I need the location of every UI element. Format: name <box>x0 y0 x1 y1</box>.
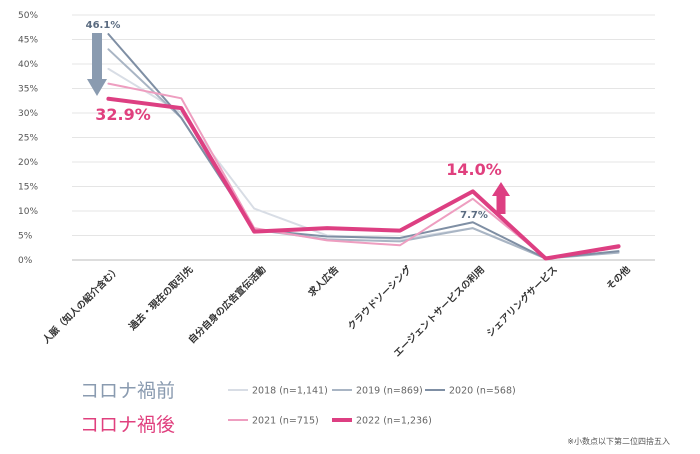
grid-lines <box>72 14 655 261</box>
trend-arrows <box>87 33 510 214</box>
x-category-label: 過去・現在の取引先 <box>126 263 196 333</box>
annotation-2022-first: 32.9% <box>95 105 151 124</box>
footnote: ※小数点以下第二位四捨五入 <box>567 436 670 446</box>
legend-label: 2021 (n=715) <box>252 416 319 427</box>
arrow-down-icon <box>87 79 107 96</box>
y-tick-label: 30% <box>18 109 38 119</box>
x-category-label: 自分自身の広告宣伝活動 <box>186 263 269 346</box>
y-tick-label: 15% <box>18 183 38 193</box>
arrow-up-icon <box>492 182 510 196</box>
y-tick-label: 5% <box>18 232 33 242</box>
x-category-label: クラウドソーシング <box>345 263 414 332</box>
y-tick-label: 45% <box>18 36 38 46</box>
series-line <box>107 82 620 260</box>
y-tick-label: 25% <box>18 134 38 144</box>
annotation-2020-first: 46.1% <box>86 20 121 31</box>
x-category-label: 求人広告 <box>306 263 342 299</box>
y-tick-label: 20% <box>18 158 38 168</box>
arrow-up-shaft <box>496 196 506 214</box>
y-tick-label: 35% <box>18 85 38 95</box>
y-tick-label: 50% <box>18 11 38 21</box>
legend-label: 2020 (n=568) <box>449 386 516 397</box>
legend-label: 2022 (n=1,236) <box>356 416 432 427</box>
legend-group-after: コロナ禍後 <box>80 414 175 436</box>
annotation-2022-agent: 14.0% <box>446 160 502 179</box>
x-category-label: 人脈（知人の紹介含む） <box>40 264 122 346</box>
legend-label: 2019 (n=869) <box>356 386 423 397</box>
y-tick-label: 0% <box>18 256 33 266</box>
y-tick-label: 40% <box>18 60 38 70</box>
x-category-label: その他 <box>604 263 633 292</box>
annotation-2020-agent: 7.7% <box>460 210 488 221</box>
legend-group-before: コロナ禍前 <box>80 380 175 402</box>
legend-label: 2018 (n=1,141) <box>252 386 328 397</box>
y-axis-ticks: 0% 5% 10% 15% 20% 25% 30% 35% 40% 45% 50% <box>18 11 38 266</box>
series-line <box>107 48 620 260</box>
legend: 2018 (n=1,141) 2019 (n=869) 2020 (n=568) 20… <box>228 386 516 427</box>
series-line <box>106 96 621 261</box>
series-lines <box>106 33 621 261</box>
x-category-label: シェアリングサービス <box>484 264 560 340</box>
y-tick-label: 10% <box>18 207 38 217</box>
series-line <box>107 33 620 260</box>
arrow-down-shaft <box>92 33 102 79</box>
